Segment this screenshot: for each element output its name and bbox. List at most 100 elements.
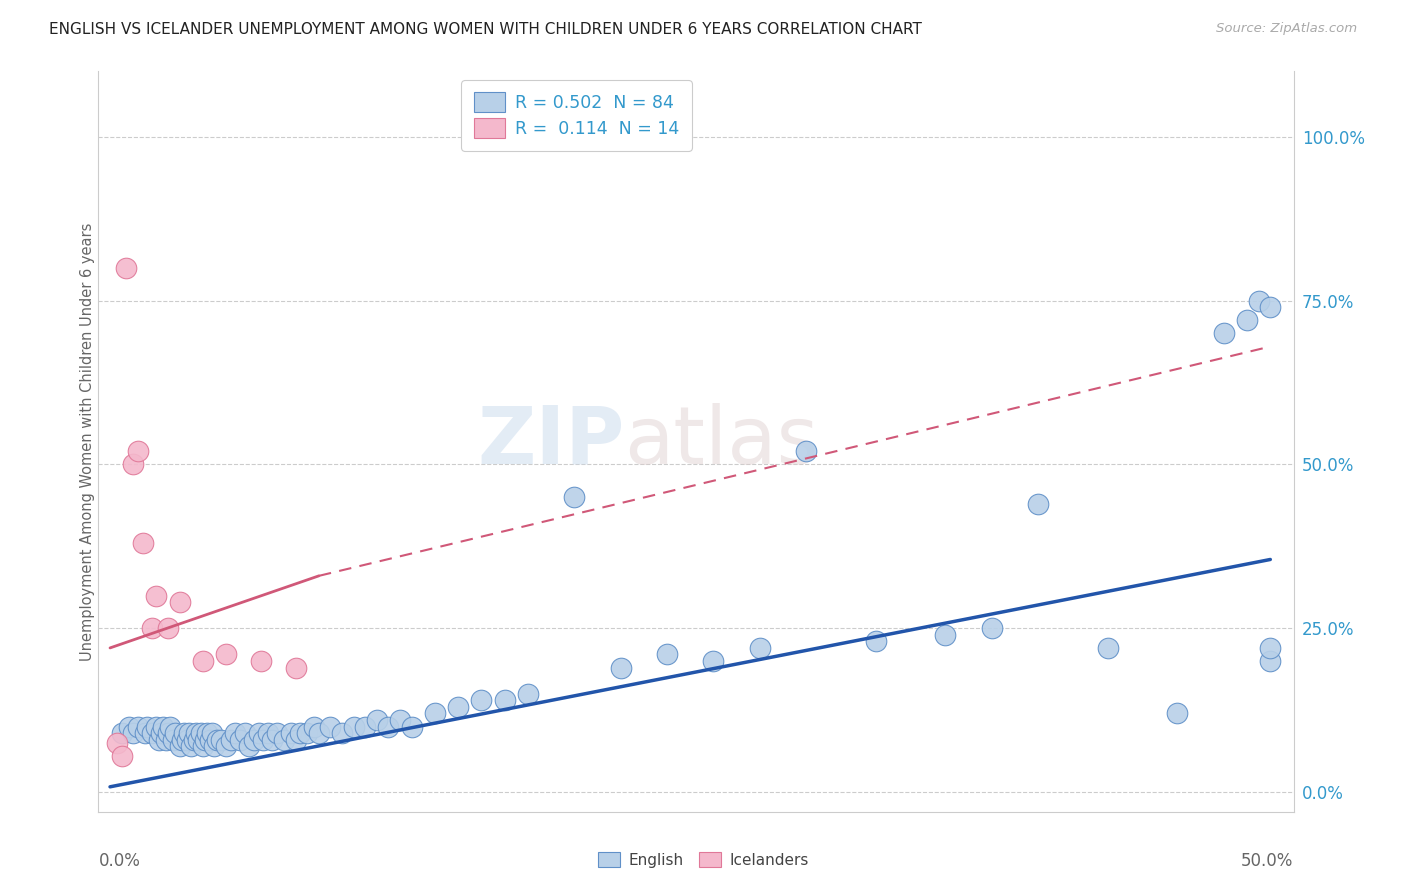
Point — [224, 726, 246, 740]
Point — [152, 720, 174, 734]
Point — [609, 660, 631, 674]
Point — [389, 713, 412, 727]
Point — [980, 621, 1002, 635]
Point — [280, 726, 302, 740]
Point — [284, 660, 307, 674]
Point — [111, 726, 134, 740]
Point — [209, 732, 232, 747]
Point — [562, 490, 585, 504]
Point — [141, 726, 163, 740]
Point — [169, 739, 191, 754]
Point — [238, 739, 260, 754]
Point — [1212, 326, 1234, 341]
Point — [1097, 640, 1119, 655]
Point — [155, 732, 177, 747]
Text: ZIP: ZIP — [477, 402, 624, 481]
Point — [176, 732, 198, 747]
Point — [284, 732, 307, 747]
Point — [702, 654, 724, 668]
Point — [173, 726, 195, 740]
Point — [655, 648, 678, 662]
Point — [111, 749, 134, 764]
Point — [865, 634, 887, 648]
Point — [159, 720, 181, 734]
Point — [215, 648, 238, 662]
Point — [1026, 497, 1049, 511]
Point — [319, 720, 342, 734]
Point — [1258, 300, 1281, 314]
Y-axis label: Unemployment Among Women with Children Under 6 years: Unemployment Among Women with Children U… — [80, 222, 94, 661]
Point — [308, 726, 330, 740]
Point — [115, 260, 138, 275]
Point — [105, 736, 128, 750]
Point — [354, 720, 377, 734]
Point — [177, 726, 200, 740]
Point — [494, 693, 516, 707]
Point — [169, 595, 191, 609]
Point — [122, 726, 145, 740]
Point — [162, 732, 184, 747]
Point — [1236, 313, 1258, 327]
Point — [330, 726, 353, 740]
Point — [247, 726, 270, 740]
Point — [122, 458, 145, 472]
Legend: English, Icelanders: English, Icelanders — [591, 844, 815, 875]
Point — [157, 726, 180, 740]
Point — [201, 726, 224, 740]
Point — [366, 713, 388, 727]
Point — [197, 726, 219, 740]
Point — [145, 720, 167, 734]
Point — [423, 706, 446, 721]
Point — [194, 732, 217, 747]
Text: Source: ZipAtlas.com: Source: ZipAtlas.com — [1216, 22, 1357, 36]
Point — [117, 720, 139, 734]
Point — [141, 621, 163, 635]
Point — [127, 444, 149, 458]
Point — [250, 654, 273, 668]
Point — [215, 739, 238, 754]
Point — [233, 726, 256, 740]
Point — [1258, 654, 1281, 668]
Point — [447, 699, 470, 714]
Point — [136, 720, 159, 734]
Point — [273, 732, 295, 747]
Point — [163, 726, 186, 740]
Point — [266, 726, 288, 740]
Point — [748, 640, 770, 655]
Point — [470, 693, 492, 707]
Point — [184, 726, 207, 740]
Point — [1258, 640, 1281, 655]
Point — [148, 732, 170, 747]
Point — [229, 732, 252, 747]
Text: atlas: atlas — [624, 402, 818, 481]
Point — [377, 720, 399, 734]
Point — [190, 726, 212, 740]
Point — [191, 654, 214, 668]
Point — [131, 536, 153, 550]
Point — [262, 732, 284, 747]
Text: 0.0%: 0.0% — [98, 853, 141, 871]
Text: ENGLISH VS ICELANDER UNEMPLOYMENT AMONG WOMEN WITH CHILDREN UNDER 6 YEARS CORREL: ENGLISH VS ICELANDER UNEMPLOYMENT AMONG … — [49, 22, 922, 37]
Point — [187, 732, 209, 747]
Point — [145, 589, 167, 603]
Point — [219, 732, 242, 747]
Point — [401, 720, 423, 734]
Point — [198, 732, 221, 747]
Point — [205, 732, 228, 747]
Point — [134, 726, 156, 740]
Point — [516, 687, 538, 701]
Point — [180, 739, 202, 754]
Point — [243, 732, 266, 747]
Legend: R = 0.502  N = 84, R =  0.114  N = 14: R = 0.502 N = 84, R = 0.114 N = 14 — [461, 80, 692, 151]
Point — [183, 732, 205, 747]
Point — [127, 720, 149, 734]
Text: 50.0%: 50.0% — [1241, 853, 1294, 871]
Point — [290, 726, 312, 740]
Point — [302, 720, 325, 734]
Point — [204, 739, 226, 754]
Point — [794, 444, 817, 458]
Point — [256, 726, 278, 740]
Point — [170, 732, 193, 747]
Point — [297, 726, 319, 740]
Point — [1247, 293, 1270, 308]
